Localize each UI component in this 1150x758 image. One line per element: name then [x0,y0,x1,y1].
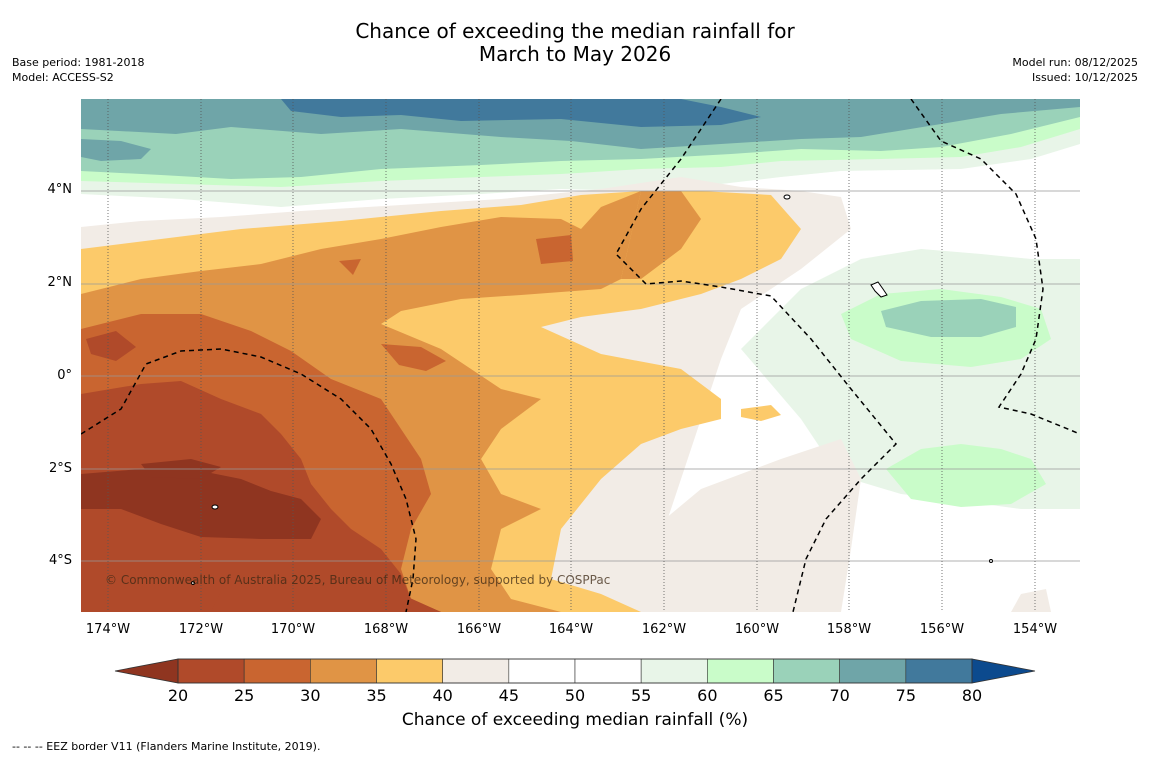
x-tick-170w: 170°W [270,622,316,637]
band-20-25-south [211,579,441,612]
colorbar-segment [839,658,907,684]
colorbar-tick-label: 60 [697,686,718,705]
island-d [191,581,195,585]
x-tick-172w: 172°W [178,622,224,637]
colorbar-frame [177,658,973,684]
colorbar-tick-label: 80 [961,686,983,705]
band-40-45-corner [1011,589,1051,612]
y-tick-2n: 2°N [47,275,73,290]
colorbar-tick-label: 70 [829,686,850,705]
colorbar-segment [508,658,576,684]
x-tick-154w: 154°W [1012,622,1058,637]
colorbar-tick-label: 35 [366,686,387,705]
model-run-text: Model run: 08/12/2025 [1012,56,1138,69]
band-35-40-small [741,405,781,421]
island-b [870,281,888,298]
colorbar-segment [773,658,840,684]
x-tick-164w: 164°W [548,622,594,637]
y-tick-2s: 2°S [48,461,72,476]
colorbar-segment [574,658,642,684]
island-e [989,559,993,563]
rainfall-map-svg [81,99,1080,612]
colorbar-tick-label: 50 [564,686,586,705]
band-25-30-blob2 [339,259,361,275]
islands [191,194,993,585]
graticule [81,190,1080,562]
map-title-line1: Chance of exceeding the median rainfall … [355,19,795,43]
base-period-text: Base period: 1981-2018 [12,56,145,69]
colorbar-segment [707,658,774,684]
eez-border-east [910,99,1080,435]
band-75-80-north [281,99,761,127]
colorbar-title: Chance of exceeding median rainfall (%) [401,710,749,730]
colorbar-high-extend [971,658,1036,684]
y-tick-4n: 4°N [47,182,73,197]
model-text: Model: ACCESS-S2 [12,71,114,84]
colorbar-segment [442,658,510,684]
eez-border-west [81,348,417,612]
colorbar [114,658,1036,684]
band-30-35-bridge [621,191,701,279]
x-tick-168w: 168°W [363,622,409,637]
island-a [783,194,791,200]
band-70-75-north-left [81,139,151,161]
meta-left: Base period: 1981-2018 Model: ACCESS-S2 [12,55,144,85]
x-tick-158w: 158°W [826,622,872,637]
band-60-65-southeast [886,444,1046,507]
x-tick-156w: 156°W [919,622,965,637]
colorbar-tick-label: 20 [167,686,189,705]
colorbar-tick-label: 75 [895,686,916,705]
band-25-30-blob1 [536,235,573,264]
colorbar-tick-label: 65 [763,686,784,705]
x-tick-160w: 160°W [734,622,780,637]
y-tick-4s: 4°S [48,553,72,568]
colorbar-low-extend [114,658,179,684]
colorbar-segment [640,658,708,684]
colorbar-segments [177,658,973,684]
colorbar-segment [310,658,377,684]
colorbar-segment [905,658,973,684]
x-tick-162w: 162°W [641,622,687,637]
copyright-text: © Commonwealth of Australia 2025, Bureau… [105,573,611,587]
map-title-line2: March to May 2026 [478,42,672,66]
eez-borders [81,99,1080,612]
colorbar-tick-label: 30 [300,686,321,705]
meta-right: Model run: 08/12/2025 Issued: 10/12/2025 [1012,55,1138,85]
island-c [211,504,219,510]
colorbar-tick-label: 25 [233,686,255,705]
eez-footnote: -- -- -- EEZ border V11 (Flanders Marine… [12,740,321,753]
band-20-25-blob [86,331,136,361]
colorbar-tick-label: 40 [432,686,453,705]
band-40-45-south [601,439,861,612]
issued-text: Issued: 10/12/2025 [1031,71,1138,84]
colorbar-segment [177,658,245,684]
rainfall-map [81,99,1080,612]
eez-border-north [615,99,898,612]
colorbar-segment [243,658,311,684]
x-tick-174w: 174°W [85,622,131,637]
colorbar-tick-label: 55 [630,686,652,705]
colorbar-segment [376,658,443,684]
band-65-70-east [881,299,1016,337]
colorbar-tick-label: 45 [498,686,519,705]
y-tick-0: 0° [57,368,72,383]
x-tick-166w: 166°W [456,622,502,637]
band-25-30-blob3 [381,344,446,371]
